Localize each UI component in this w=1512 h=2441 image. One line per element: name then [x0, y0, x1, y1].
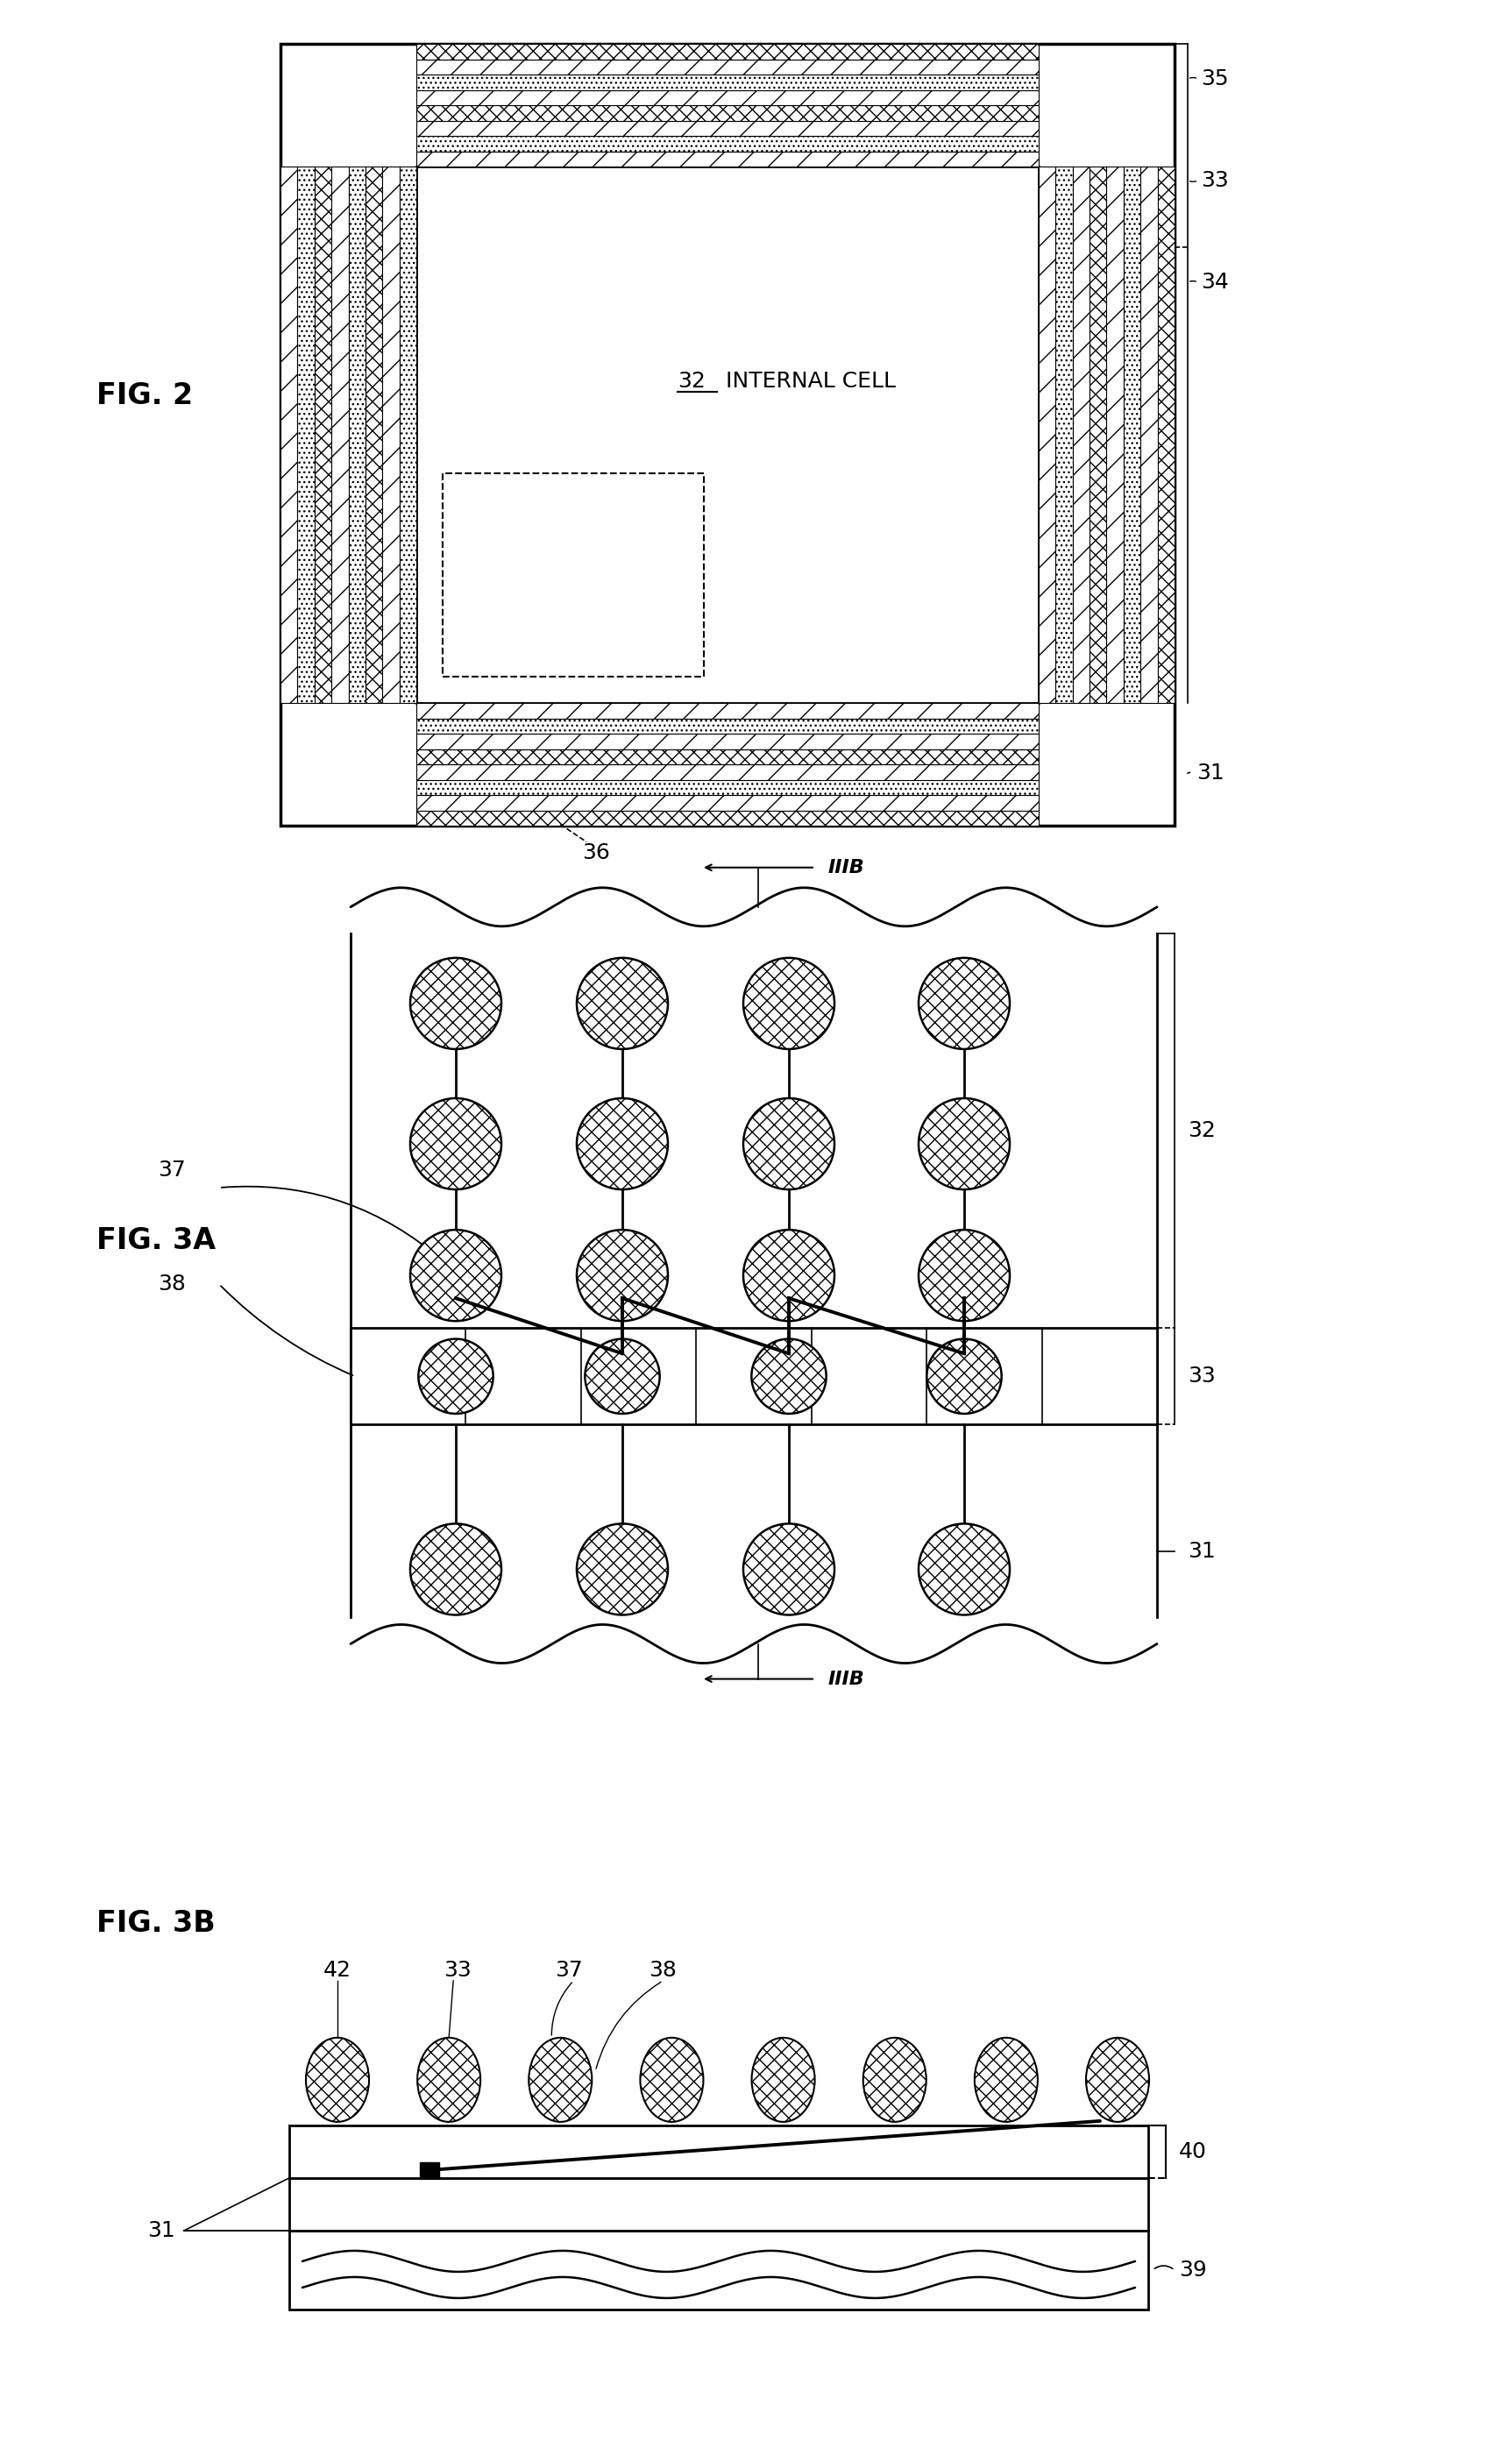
- Ellipse shape: [919, 1523, 1010, 1616]
- Ellipse shape: [305, 2038, 369, 2121]
- Bar: [416, 735, 1039, 749]
- Text: FIG. 3A: FIG. 3A: [97, 1225, 216, 1255]
- Bar: [1055, 166, 1072, 703]
- Ellipse shape: [744, 957, 835, 1050]
- Ellipse shape: [529, 2038, 591, 2121]
- Bar: [281, 166, 298, 703]
- Ellipse shape: [751, 2038, 815, 2121]
- Bar: [1072, 166, 1090, 703]
- Ellipse shape: [919, 1098, 1010, 1189]
- Bar: [416, 718, 1039, 735]
- Ellipse shape: [410, 1230, 502, 1321]
- Text: 36: 36: [582, 842, 609, 864]
- Text: 37: 37: [157, 1159, 186, 1181]
- Ellipse shape: [585, 1340, 659, 1413]
- Text: 34: 34: [1201, 271, 1229, 293]
- Text: 32: 32: [677, 371, 706, 393]
- Bar: [348, 166, 366, 703]
- Bar: [416, 764, 1039, 779]
- Bar: [416, 59, 1039, 76]
- Ellipse shape: [410, 1523, 502, 1616]
- Text: IIIB: IIIB: [829, 859, 865, 876]
- Bar: [289, 2126, 1148, 2177]
- Text: 39: 39: [1179, 2260, 1207, 2280]
- Bar: [416, 44, 1039, 59]
- Ellipse shape: [410, 957, 502, 1050]
- Text: 33: 33: [1188, 1367, 1216, 1386]
- Ellipse shape: [744, 1230, 835, 1321]
- Bar: [1123, 166, 1140, 703]
- Text: 38: 38: [157, 1274, 186, 1294]
- Text: IIIB: IIIB: [829, 1670, 865, 1687]
- Text: 31: 31: [148, 2219, 175, 2241]
- Bar: [416, 90, 1039, 105]
- Ellipse shape: [576, 1098, 668, 1189]
- Ellipse shape: [410, 1098, 502, 1189]
- Bar: [298, 166, 314, 703]
- Bar: [420, 2163, 438, 2177]
- Bar: [1140, 166, 1158, 703]
- Bar: [416, 779, 1039, 796]
- Text: 42: 42: [324, 1960, 351, 1980]
- Ellipse shape: [744, 1523, 835, 1616]
- Bar: [289, 2231, 1148, 2309]
- Text: 40: 40: [1179, 2141, 1207, 2163]
- Bar: [416, 76, 1039, 90]
- Ellipse shape: [576, 957, 668, 1050]
- Bar: [351, 1328, 1157, 1426]
- Ellipse shape: [975, 2038, 1037, 2121]
- Ellipse shape: [863, 2038, 927, 2121]
- Ellipse shape: [751, 1340, 826, 1413]
- Bar: [416, 166, 1039, 703]
- Text: 37: 37: [555, 1960, 584, 1980]
- Bar: [416, 151, 1039, 166]
- Text: 31: 31: [1196, 762, 1225, 784]
- Bar: [281, 44, 1175, 825]
- Bar: [1039, 166, 1055, 703]
- Ellipse shape: [927, 1340, 1001, 1413]
- Ellipse shape: [744, 1098, 835, 1189]
- Text: 35: 35: [1201, 68, 1229, 90]
- Bar: [443, 474, 705, 676]
- Text: FIG. 2: FIG. 2: [97, 381, 194, 410]
- Ellipse shape: [576, 1230, 668, 1321]
- Bar: [289, 2177, 1148, 2231]
- Text: FIG. 3B: FIG. 3B: [97, 1909, 215, 1938]
- Bar: [314, 166, 331, 703]
- Ellipse shape: [417, 2038, 481, 2121]
- Ellipse shape: [919, 1230, 1010, 1321]
- Ellipse shape: [919, 957, 1010, 1050]
- Ellipse shape: [419, 1340, 493, 1413]
- Bar: [1107, 166, 1123, 703]
- Bar: [416, 749, 1039, 764]
- Ellipse shape: [576, 1523, 668, 1616]
- Bar: [416, 137, 1039, 151]
- Text: 33: 33: [1201, 168, 1229, 190]
- Bar: [416, 810, 1039, 825]
- Text: 31: 31: [1188, 1540, 1216, 1562]
- Bar: [331, 166, 348, 703]
- Bar: [416, 703, 1039, 718]
- Bar: [383, 166, 399, 703]
- Bar: [416, 105, 1039, 120]
- Text: 33: 33: [443, 1960, 472, 1980]
- Bar: [366, 166, 383, 703]
- Text: 38: 38: [649, 1960, 677, 1980]
- Bar: [1158, 166, 1175, 703]
- Ellipse shape: [1086, 2038, 1149, 2121]
- Bar: [1090, 166, 1107, 703]
- Text: INTERNAL CELL: INTERNAL CELL: [726, 371, 897, 393]
- Bar: [416, 120, 1039, 137]
- Ellipse shape: [640, 2038, 703, 2121]
- Bar: [416, 796, 1039, 810]
- Bar: [399, 166, 416, 703]
- Text: 32: 32: [1188, 1120, 1216, 1142]
